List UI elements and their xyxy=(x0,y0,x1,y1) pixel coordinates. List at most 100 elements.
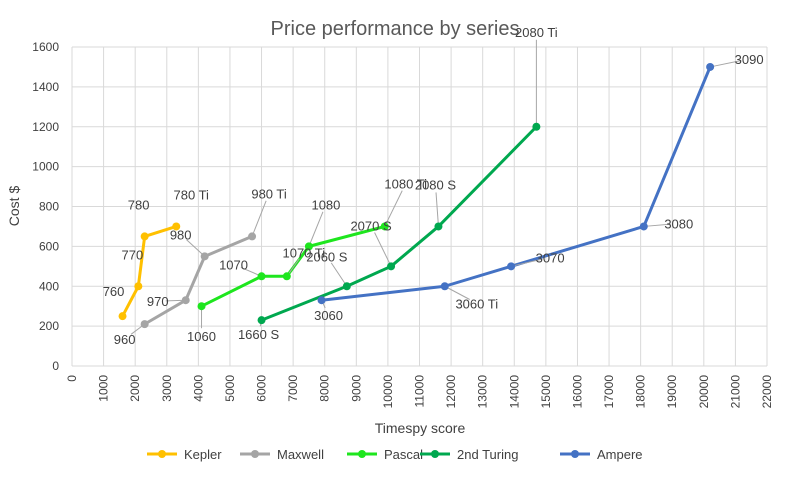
point-label: 3060 xyxy=(314,308,343,323)
label-leader-line xyxy=(710,60,742,68)
x-tick-label: 3000 xyxy=(160,375,174,402)
x-tick-label: 20000 xyxy=(697,375,711,409)
label-leader-line xyxy=(186,239,206,257)
point-label: 780 Ti xyxy=(174,187,210,202)
data-point xyxy=(257,316,266,325)
point-label: 1660 S xyxy=(238,327,280,342)
series-line xyxy=(143,234,254,326)
data-point xyxy=(181,296,190,305)
y-tick-label: 600 xyxy=(39,239,59,253)
legend-marker xyxy=(431,450,439,458)
data-point xyxy=(532,122,541,131)
data-point xyxy=(317,296,326,305)
label-leader-line xyxy=(330,262,348,287)
x-axis-title: Timespy score xyxy=(375,420,466,436)
point-label: 3060 Ti xyxy=(455,296,498,311)
y-tick-label: 1000 xyxy=(32,160,59,174)
x-tick-label: 21000 xyxy=(728,375,742,409)
point-label: 2080 S xyxy=(415,177,457,192)
x-tick-label: 8000 xyxy=(318,375,332,402)
series-line xyxy=(121,224,178,318)
point-label: 3090 xyxy=(735,52,764,67)
data-point xyxy=(197,302,206,311)
x-tick-label: 18000 xyxy=(634,375,648,409)
x-tick-label: 4000 xyxy=(191,375,205,402)
point-label: 3070 xyxy=(536,250,565,265)
point-label: 1060 xyxy=(187,329,216,344)
x-tick-label: 7000 xyxy=(286,375,300,402)
legend-marker xyxy=(158,450,166,458)
x-tick-label: 2000 xyxy=(128,375,142,402)
legend: Kepler Maxwell Pascal 2nd Turing Ampere xyxy=(147,447,643,462)
data-point xyxy=(248,232,257,241)
x-tick-label: 6000 xyxy=(255,375,269,402)
point-label: 1070 Ti xyxy=(282,245,325,260)
data-point xyxy=(257,272,266,281)
chart-title: Price performance by series xyxy=(271,18,520,40)
point-label: 980 Ti xyxy=(251,186,287,201)
legend-label: Kepler xyxy=(184,447,222,462)
label-leader-line xyxy=(435,192,439,227)
x-tick-label: 15000 xyxy=(539,375,553,409)
legend-label: Maxwell xyxy=(277,447,324,462)
data-point xyxy=(282,272,291,281)
y-axis-title: Cost $ xyxy=(6,186,22,227)
data-point xyxy=(507,262,516,271)
data-point xyxy=(434,222,443,231)
legend-marker xyxy=(571,450,579,458)
data-point xyxy=(706,62,715,71)
x-tick-label: 11000 xyxy=(413,375,427,408)
x-tick-label: 22000 xyxy=(760,375,774,409)
data-point xyxy=(380,222,389,231)
x-tick-label: 13000 xyxy=(476,375,490,409)
x-axis-tick-labels: 0 1000 2000 3000 4000 5000 6000 7000 8000 9000 100… xyxy=(65,375,774,409)
label-leader-line xyxy=(374,232,392,267)
point-label: 980 xyxy=(170,227,192,242)
y-tick-label: 1200 xyxy=(32,120,59,134)
label-leader-line xyxy=(308,211,324,247)
point-label: 1080 xyxy=(311,197,340,212)
x-tick-label: 17000 xyxy=(602,375,616,409)
label-leader-line xyxy=(643,223,671,227)
x-tick-label: 12000 xyxy=(444,375,458,409)
point-label: 1080 Ti xyxy=(384,176,427,191)
data-point xyxy=(134,282,143,291)
legend-marker xyxy=(358,450,366,458)
data-point xyxy=(200,252,209,261)
point-label: 770 xyxy=(121,247,143,262)
x-tick-label: 14000 xyxy=(507,375,521,409)
point-label: 2080 Ti xyxy=(515,25,558,40)
data-point xyxy=(440,282,449,291)
point-label: 760 xyxy=(103,284,125,299)
y-tick-label: 800 xyxy=(39,200,59,214)
point-label: 2070 S xyxy=(350,218,392,233)
y-axis-tick-labels: 0 200 400 600 800 1000 1200 1400 1600 xyxy=(32,40,59,373)
point-label: 3080 xyxy=(664,216,693,231)
legend-label: Ampere xyxy=(597,447,643,462)
point-label: 2060 S xyxy=(306,249,348,264)
data-point xyxy=(140,320,149,329)
label-leader-line xyxy=(384,190,403,227)
label-leader-line xyxy=(511,258,543,267)
data-point xyxy=(304,242,313,251)
point-label: 1070 xyxy=(219,257,248,272)
point-label: 970 xyxy=(147,294,169,309)
legend-label: Pascal xyxy=(384,447,423,462)
y-tick-label: 1600 xyxy=(32,40,59,54)
x-tick-label: 1000 xyxy=(97,375,111,402)
x-tick-label: 10000 xyxy=(381,375,395,409)
data-point xyxy=(639,222,648,231)
point-label: 960 xyxy=(114,332,136,347)
data-point xyxy=(172,222,181,231)
x-tick-label: 0 xyxy=(65,375,79,382)
data-point xyxy=(342,282,351,291)
y-tick-label: 0 xyxy=(52,359,59,373)
y-tick-label: 1400 xyxy=(32,80,59,94)
x-tick-label: 19000 xyxy=(665,375,679,409)
data-point xyxy=(387,262,396,271)
legend-label: 2nd Turing xyxy=(457,447,518,462)
data-point xyxy=(118,312,127,321)
legend-marker xyxy=(251,450,259,458)
